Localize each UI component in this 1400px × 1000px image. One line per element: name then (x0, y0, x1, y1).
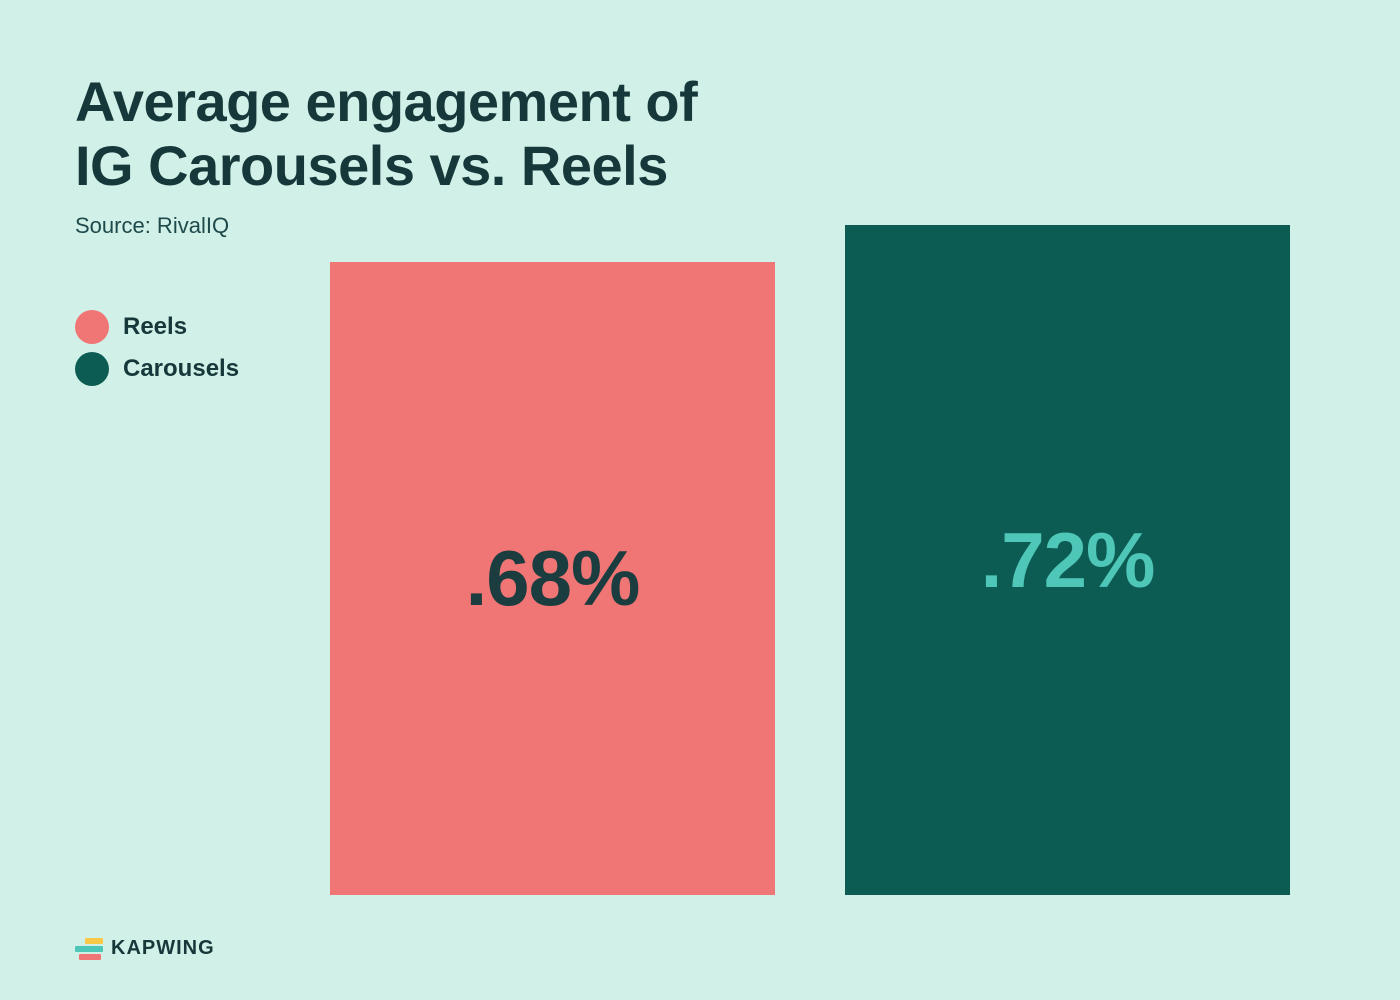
chart-legend: Reels Carousels (75, 310, 239, 394)
logo-bar-top (85, 938, 103, 944)
bar-reels: .68% (330, 262, 775, 895)
bar-value-reels: .68% (466, 533, 640, 624)
bar-value-carousels: .72% (981, 515, 1155, 606)
legend-item-carousels: Carousels (75, 352, 239, 386)
infographic-canvas: Average engagement of IG Carousels vs. R… (0, 0, 1400, 1000)
legend-label-carousels: Carousels (123, 355, 239, 383)
legend-item-reels: Reels (75, 310, 239, 344)
bar-chart: .68% .72% (330, 225, 1290, 895)
kapwing-logo: KAPWING (75, 937, 215, 960)
logo-bar-mid (75, 946, 103, 952)
bar-carousels: .72% (845, 225, 1290, 895)
legend-dot-carousels (75, 352, 109, 386)
legend-label-reels: Reels (123, 313, 187, 341)
kapwing-logo-icon (75, 938, 103, 960)
kapwing-logo-text: KAPWING (111, 937, 215, 960)
chart-title: Average engagement of IG Carousels vs. R… (75, 70, 1325, 199)
legend-dot-reels (75, 310, 109, 344)
title-line-2: IG Carousels vs. Reels (75, 134, 668, 197)
title-line-1: Average engagement of (75, 70, 697, 133)
logo-bar-bot (79, 954, 101, 960)
